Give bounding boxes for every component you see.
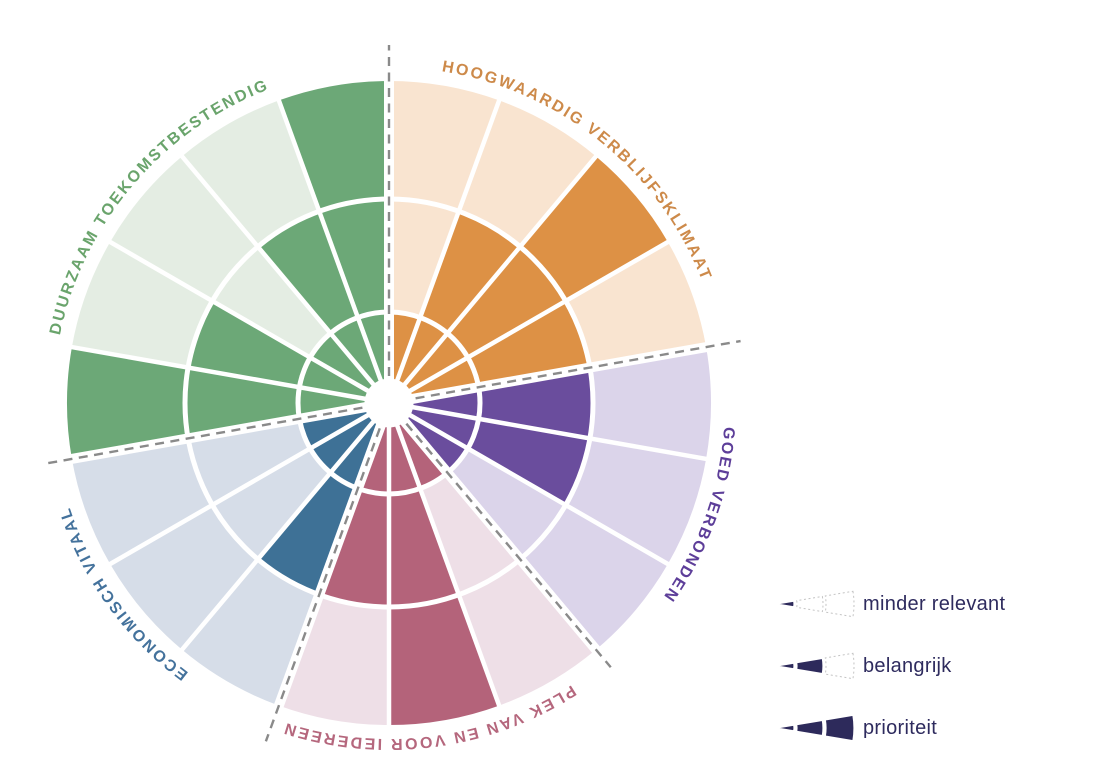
segment-sector2-wedge2-ring3 [278,594,389,725]
wedge-level-3-icon [777,714,855,742]
segment-sector0-wedge0-ring2 [389,199,459,318]
segment-sector0-wedge2-ring1 [403,333,468,392]
legend-label: belangrijk [863,654,952,677]
segment-sector2-wedge1-ring3 [389,594,500,725]
segment-sector4-wedge4-ring2 [319,199,389,318]
segment-sector2-wedge1-ring1 [389,423,421,494]
legend-item-belangrijk: belangrijk [775,649,1095,683]
segment-sector1-wedge0-ring3 [589,347,712,459]
wedge-divider-line [406,411,670,567]
wedge-divider-line [409,404,708,462]
sector-boundary-dashed-line [415,339,741,400]
wheel-center-hole [364,378,414,428]
segment-sector1-wedge0-ring1 [410,387,480,419]
segment-sector4-wedge4-ring1 [357,312,389,383]
wheel-segments [67,81,712,725]
legend-wedge-segment-3-empty [824,590,855,618]
segment-sector1-wedge1-ring3 [565,438,707,564]
segment-sector3-wedge2-ring2 [188,418,311,505]
segment-sector1-wedge2-ring3 [520,505,668,650]
segment-sector3-wedge0-ring2 [257,472,358,595]
wedge-divider-line [179,154,378,389]
segment-sector2-wedge0-ring1 [396,419,448,489]
sector-boundary-dashes [46,45,741,742]
segment-sector4-wedge2-ring3 [110,156,258,301]
legend-wedge-segment-2-filled [796,719,824,737]
segment-sector3-wedge1-ring1 [310,414,375,473]
legend-wedge-segment-2-filled [796,657,824,675]
segment-sector0-wedge2-ring3 [520,156,668,301]
segment-sector3-wedge1-ring2 [212,448,331,560]
segment-sector3-wedge1-ring3 [110,505,258,650]
legend-wedge-segment-3-filled [824,714,855,742]
sector-boundary-dashed-line [405,422,612,669]
sector-boundary-dashed-line [264,427,381,742]
legend-item-minder-relevant: minder relevant [775,587,1095,621]
segment-sector0-wedge1-ring3 [458,100,596,247]
legend-wedge-segment-3-empty [824,652,855,680]
segment-sector3-wedge0-ring3 [182,559,320,706]
segment-sector4-wedge1-ring3 [71,242,213,368]
segment-sector4-wedge3-ring1 [330,317,382,387]
legend-label: minder relevant [863,592,1006,615]
legend-wedge-segment-1-filled [777,724,795,732]
segment-sector2-wedge0-ring2 [420,472,521,595]
segment-sector1-wedge2-ring2 [447,448,566,560]
segment-sector2-wedge0-ring3 [458,559,596,706]
wedge-divider-line [179,417,378,652]
segment-sector4-wedge2-ring2 [212,246,331,358]
segment-sector0-wedge0-ring3 [389,81,500,212]
segment-sector1-wedge2-ring1 [403,414,468,473]
segment-sector1-wedge1-ring2 [467,418,590,505]
segment-sector0-wedge3-ring3 [565,242,707,368]
wedge-divider-line [400,154,599,389]
segment-sector0-wedge1-ring1 [396,317,448,387]
segment-sector4-wedge1-ring2 [188,301,311,388]
legend-wedge-segment-1-filled [777,600,795,608]
wedge-level-1-icon [777,590,855,618]
segment-sector0-wedge0-ring1 [389,312,421,383]
segment-sector2-wedge1-ring2 [389,488,459,607]
segment-sector4-wedge4-ring3 [278,81,389,212]
segment-sector2-wedge2-ring2 [319,488,389,607]
wedge-divider-line [108,239,372,395]
segment-sector0-wedge2-ring2 [447,246,566,358]
wedge-divider-line [394,98,502,385]
wedge-divider-line [394,421,502,708]
legend-label: prioriteit [863,716,938,739]
legend-wedge-segment-1-filled [777,662,795,670]
segment-sector4-wedge3-ring3 [182,100,320,247]
wedge-divider-line [406,239,670,395]
segment-sector4-wedge0-ring1 [298,387,368,419]
segment-sector0-wedge1-ring2 [420,211,521,334]
segment-sector3-wedge2-ring3 [71,438,213,564]
segment-sector3-wedge0-ring1 [330,419,382,489]
segment-sector4-wedge2-ring1 [310,333,375,392]
legend-item-prioriteit: prioriteit [775,711,1095,745]
sector-boundary-dashed-line [46,406,363,465]
segment-sector4-wedge0-ring3 [67,347,189,459]
segment-sector0-wedge3-ring2 [467,301,590,388]
wedge-divider-line [108,411,372,567]
legend-wedge-segment-2-empty [796,595,824,613]
priority-legend: minder relevant belangrijk prioriteit [775,587,1095,773]
segment-sector4-wedge3-ring2 [257,211,358,334]
wedge-divider-line [276,98,384,385]
wedge-level-2-icon [777,652,855,680]
wedge-divider-line [70,344,369,402]
